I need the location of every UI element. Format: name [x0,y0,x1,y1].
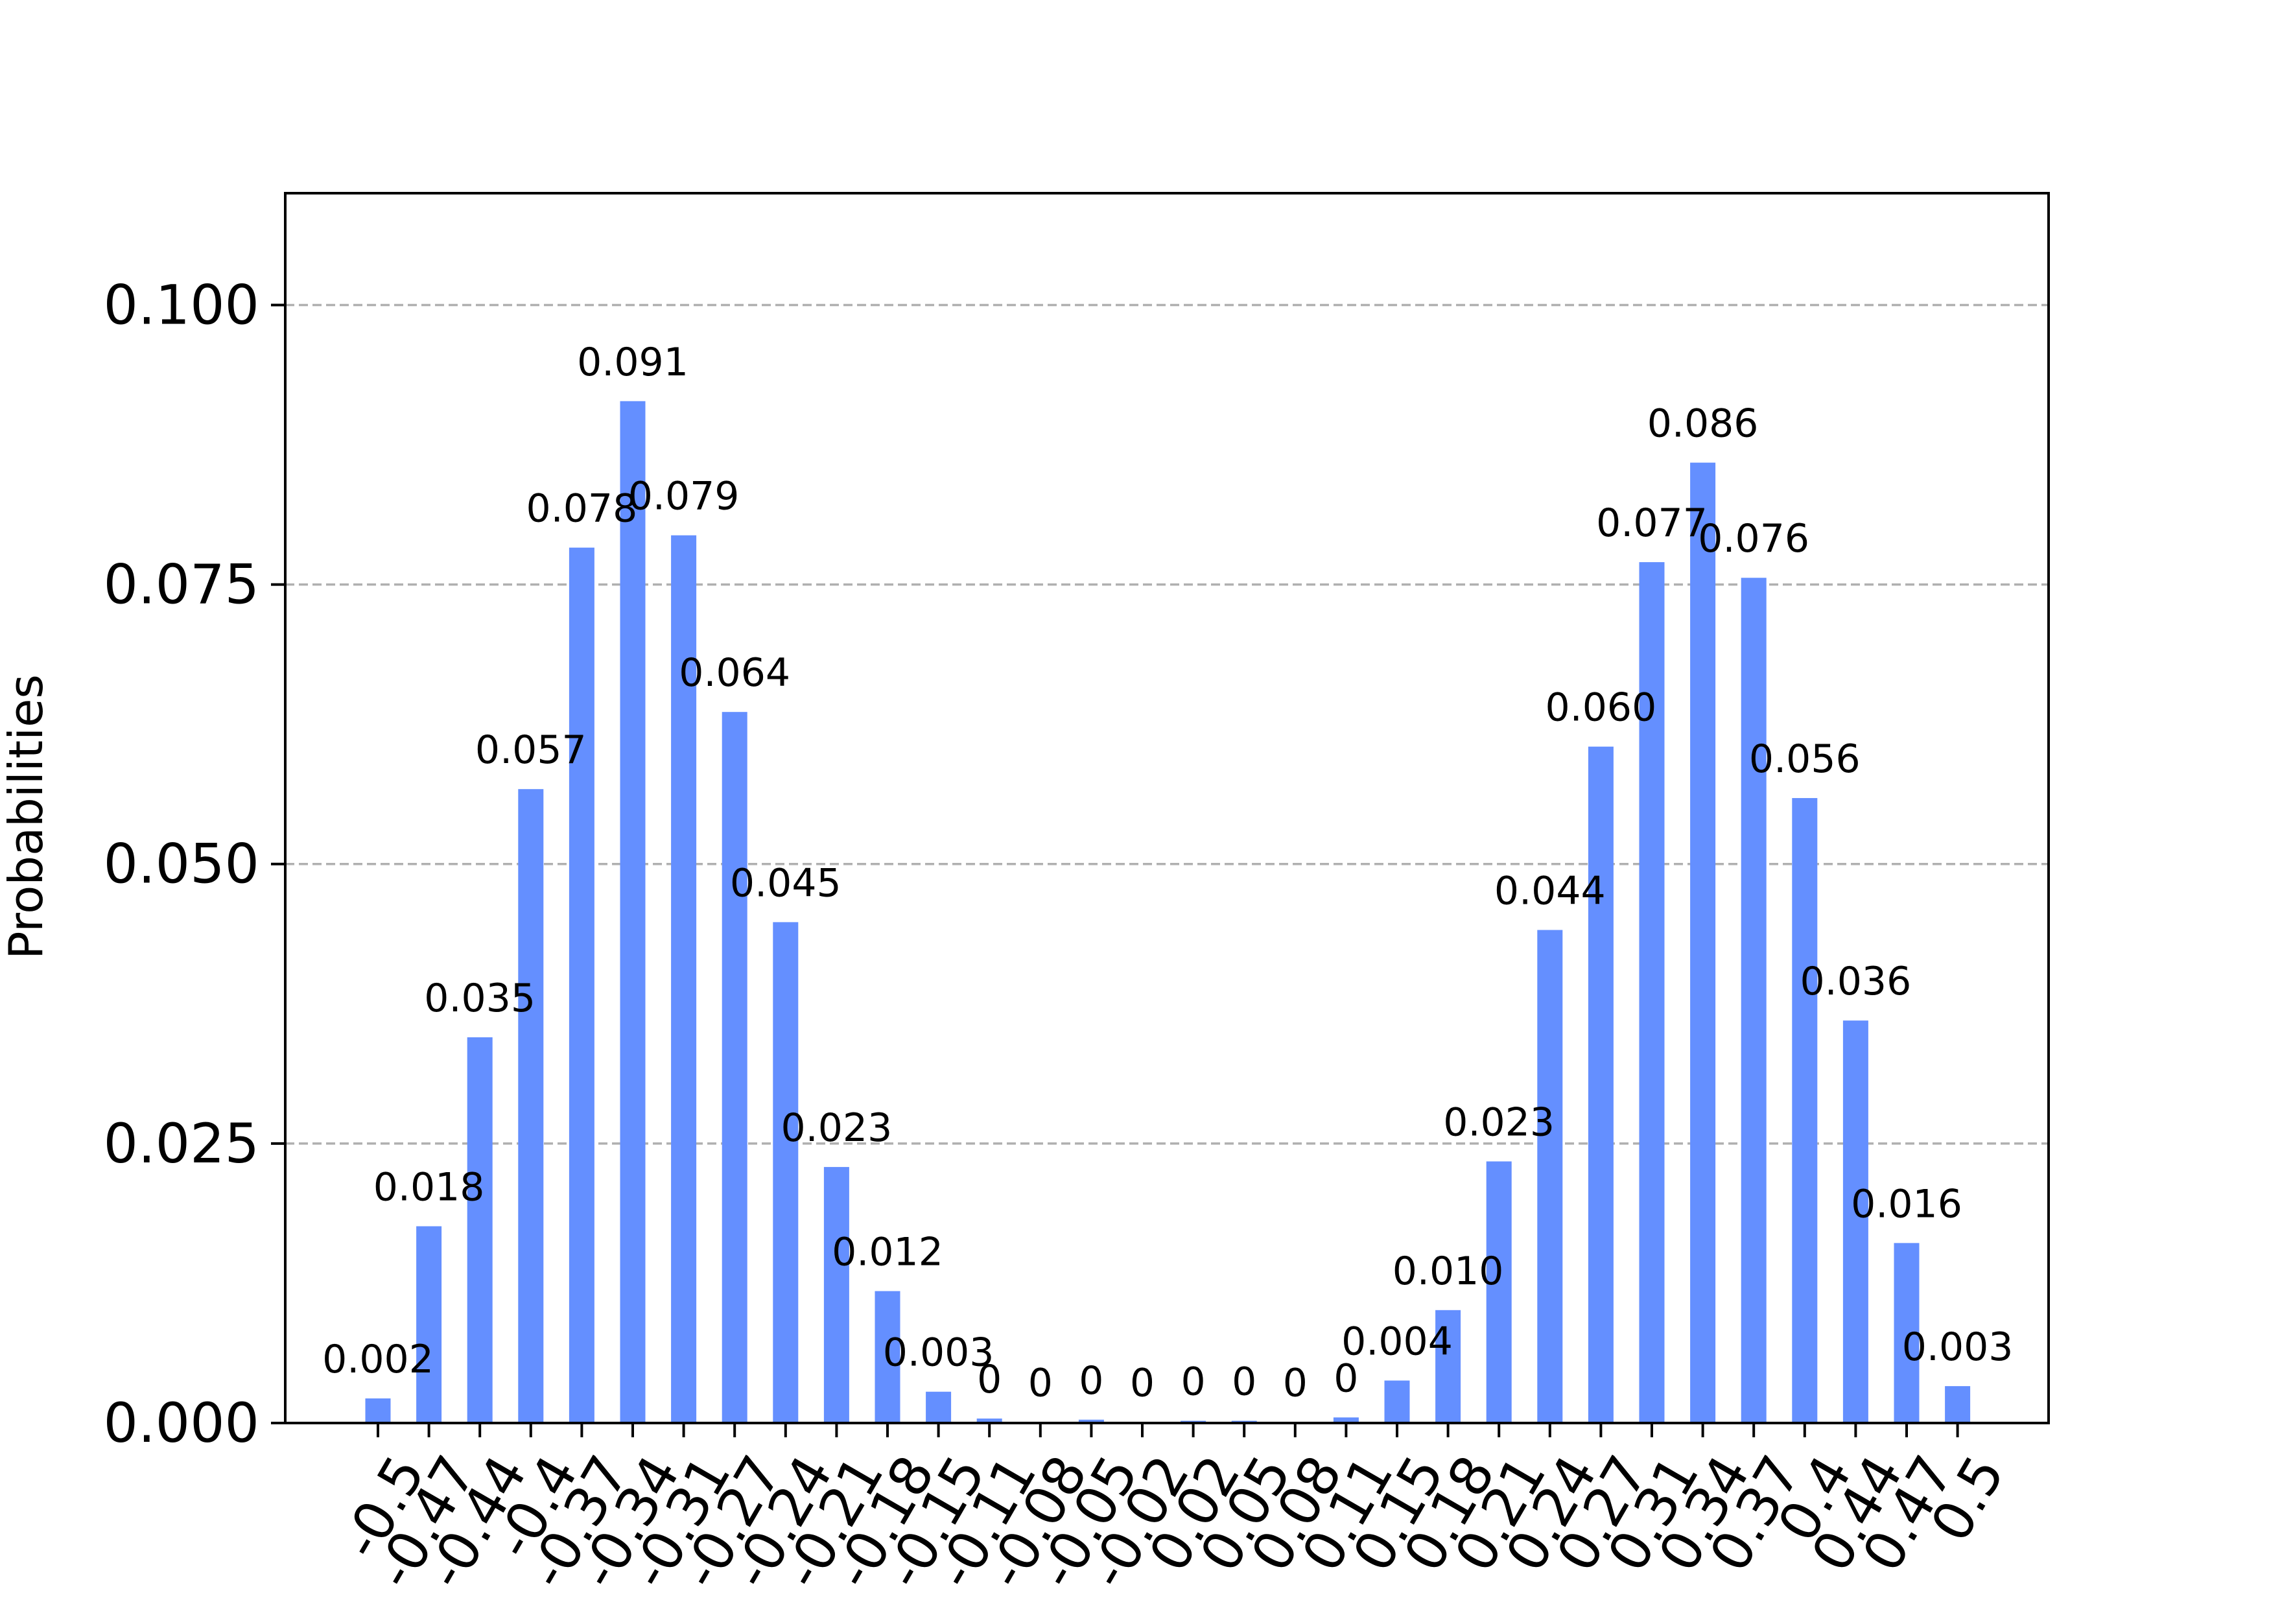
y-tick-label: 0.000 [104,1391,259,1455]
bar-value-label: 0.023 [781,1105,893,1151]
bar-value-label: 0.077 [1596,500,1708,546]
plot-frame [284,192,2050,1424]
bar-value-label: 0 [1181,1359,1206,1405]
bar-value-label: 0.045 [730,860,841,906]
bar [1384,1380,1410,1423]
bar-value-label: 0.060 [1546,685,1657,731]
bar [1435,1310,1461,1423]
bar-value-label: 0.012 [832,1230,943,1275]
bar-value-label: 0.036 [1800,959,1912,1004]
y-tick-label: 0.100 [104,273,259,336]
bar [1792,797,1818,1423]
bar [1078,1419,1104,1423]
bar [1333,1417,1359,1423]
bar [1842,1020,1868,1423]
bar-value-label: 0.003 [883,1330,994,1376]
bar [1588,746,1614,1423]
bar [467,1037,493,1423]
bars [365,401,1971,1424]
bar-value-label: 0.018 [373,1164,485,1210]
bar-value-label: 0 [1232,1359,1256,1405]
bar-value-label: 0.035 [424,976,535,1021]
bar-value-label: 0.044 [1494,868,1606,913]
bar-value-label: 0.010 [1393,1249,1504,1294]
bar [926,1391,952,1423]
bar-value-label: 0 [1028,1360,1053,1406]
bar [1945,1386,1971,1423]
bar-value-label: 0.004 [1341,1319,1453,1364]
bar [569,547,594,1423]
bar [620,401,646,1424]
y-tick-label: 0.050 [104,832,259,896]
bar-value-label: 0.078 [526,486,638,532]
bar-value-label: 0.003 [1902,1324,2014,1370]
bar [1690,462,1716,1423]
bar-value-label: 0.023 [1443,1100,1555,1145]
bar [365,1398,391,1423]
bar-value-label: 0.056 [1749,736,1861,782]
bar-value-label: 0 [1130,1360,1155,1406]
bar-value-label: 0.086 [1647,401,1759,447]
bar [1741,578,1767,1423]
bar-value-label: 0 [977,1357,1002,1402]
bar [671,535,697,1423]
bar-value-label: 0 [1283,1360,1308,1406]
bar-value-label: 0 [1334,1356,1358,1401]
bar-value-label: 0.076 [1698,516,1809,561]
bar-value-labels: 0.002 0.018 0.035 0.057 0.078 0.091 0.079 0.064… [322,340,2013,1406]
bar-value-label: 0.057 [475,727,587,773]
bar [1894,1243,1920,1423]
bar [722,712,747,1423]
bar [976,1418,1002,1423]
bar [1537,930,1563,1423]
bar [773,922,799,1423]
bar [416,1226,442,1423]
bar [1486,1161,1512,1423]
bar [1639,562,1665,1423]
bar [875,1291,900,1423]
y-axis-ticks: 0.000 0.025 0.050 0.075 0.100 [104,273,285,1455]
y-axis-label: Probabilities [0,674,53,959]
bar-value-label: 0.091 [577,340,688,385]
bar [518,789,544,1423]
bar-value-label: 0 [1079,1358,1103,1404]
bar-value-label: 0.079 [628,474,740,519]
y-tick-label: 0.075 [104,553,259,617]
bar-value-label: 0.002 [322,1337,434,1382]
y-tick-label: 0.025 [104,1112,259,1175]
bar [823,1167,849,1423]
bar-value-label: 0.064 [679,650,790,696]
bar-value-label: 0.016 [1851,1181,1962,1227]
